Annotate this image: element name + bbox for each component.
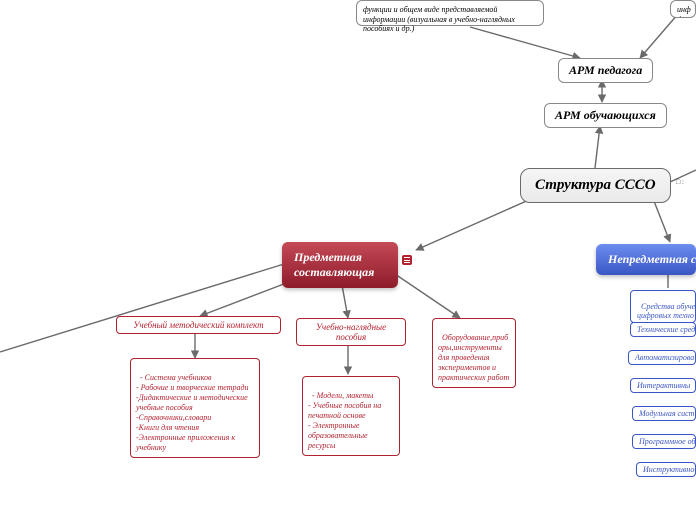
arm-teacher-node[interactable]: АРМ педагога xyxy=(558,58,653,83)
red-branch-label: Предметная составляющая xyxy=(294,250,374,279)
blue-sub-4[interactable]: Модульная сист xyxy=(632,406,696,421)
blue-sub-6[interactable]: Инструктивно- xyxy=(636,462,696,477)
blue-sub-0[interactable]: Средства обучен цифровых техно xyxy=(630,290,696,323)
red-sub2-title: Учебно-наглядные пособия xyxy=(316,322,386,342)
root-label: Структура СССО xyxy=(535,177,656,193)
red-branch-notes-icon[interactable] xyxy=(402,255,412,265)
top-note-right: инф функ xyxy=(670,0,696,18)
root-node[interactable]: Структура СССО xyxy=(520,168,671,203)
top-note-right-text: инф функ xyxy=(677,5,694,18)
red-branch-node[interactable]: Предметная составляющая xyxy=(282,242,398,288)
red-sub1-title: Учебный методический комплект xyxy=(133,320,263,330)
red-sub1-body: - Система учебников - Рабочие и творческ… xyxy=(136,373,250,452)
arm-students-node[interactable]: АРМ обучающихся xyxy=(544,103,667,128)
blue-sub-2[interactable]: Автоматизирова xyxy=(628,350,696,365)
blue-branch-node[interactable]: Непредметная со xyxy=(596,244,696,275)
arm-students-label: АРМ обучающихся xyxy=(555,108,656,122)
red-sub1-body-node: - Система учебников - Рабочие и творческ… xyxy=(130,358,260,458)
red-sub2-title-node[interactable]: Учебно-наглядные пособия xyxy=(296,318,406,346)
top-note-left-text: функции и общем виде представляемой инфо… xyxy=(363,5,515,33)
red-sub2-body-node: - Модели, макеты - Учебные пособия на пе… xyxy=(302,376,400,456)
blue-sub-3[interactable]: Интерактивны xyxy=(630,378,696,393)
blue-sub-5[interactable]: Программное об xyxy=(632,434,696,449)
blue-sub-1[interactable]: Технические сред xyxy=(630,322,696,337)
arm-teacher-label: АРМ педагога xyxy=(569,63,642,77)
blue-branch-label: Непредметная со xyxy=(608,252,696,266)
red-sub3-title: Оборудование,приб оры,инструменты для пр… xyxy=(438,333,509,382)
top-note-left: функции и общем виде представляемой инфо… xyxy=(356,0,544,26)
red-sub3-node[interactable]: Оборудование,приб оры,инструменты для пр… xyxy=(432,318,516,388)
root-tag: □ : xyxy=(676,178,684,186)
red-sub1-title-node[interactable]: Учебный методический комплект xyxy=(116,316,281,334)
red-sub2-body: - Модели, макеты - Учебные пособия на пе… xyxy=(308,391,383,450)
